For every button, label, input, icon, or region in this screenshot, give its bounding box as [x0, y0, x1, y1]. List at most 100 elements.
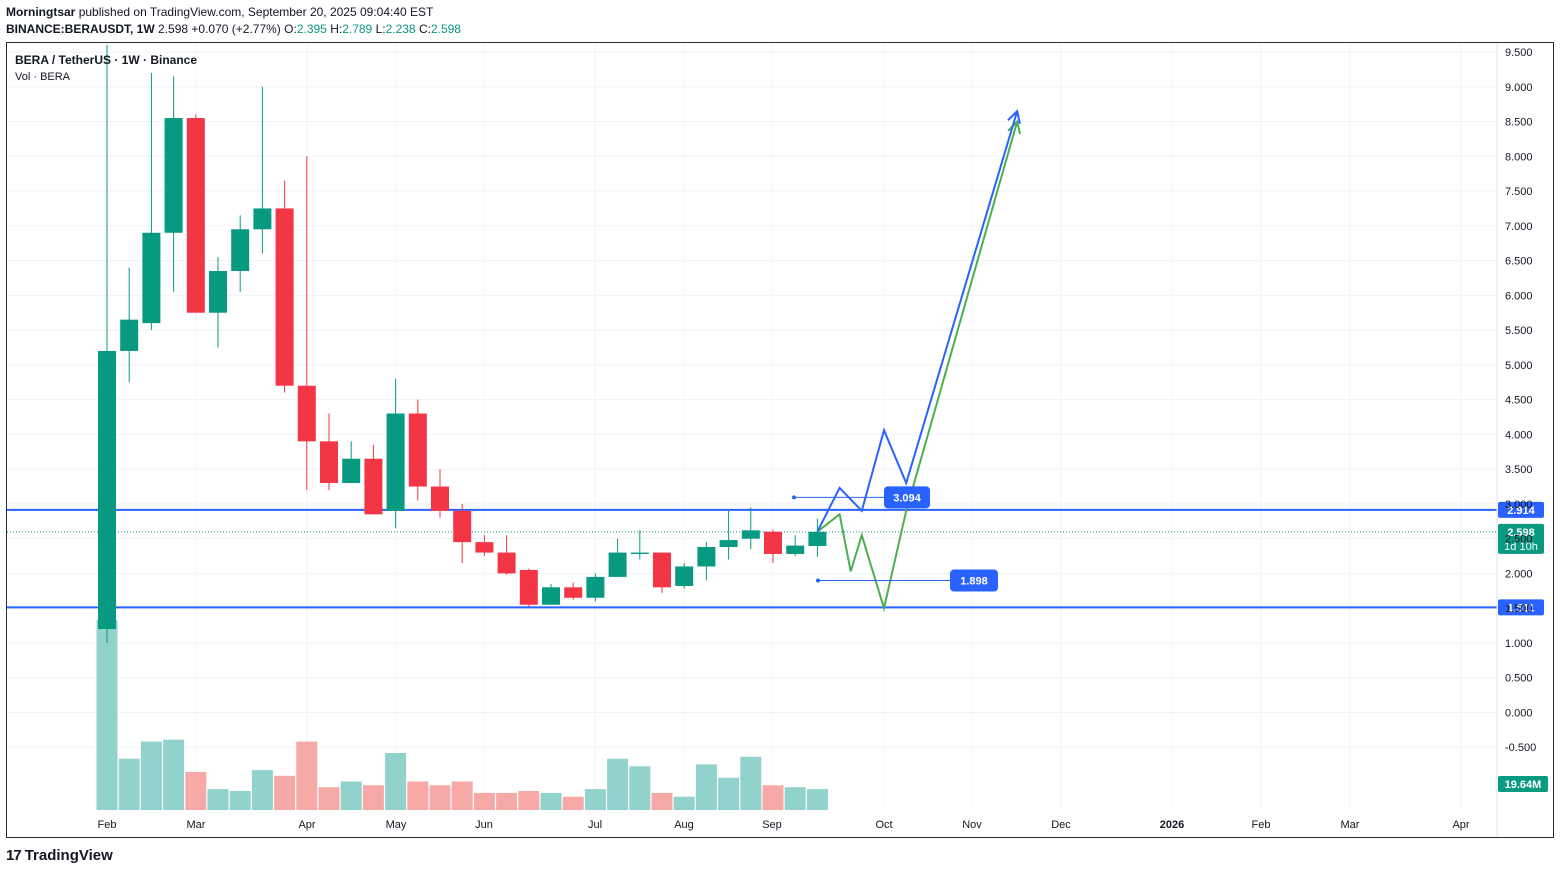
- y-tick-label: 6.000: [1505, 290, 1533, 302]
- y-tick-label: 7.000: [1505, 221, 1533, 233]
- volume-bar: [540, 792, 562, 810]
- volume-bars: [96, 620, 828, 810]
- volume-bar: [762, 785, 784, 810]
- high-value: 2.789: [342, 22, 373, 36]
- price-change: +0.070 (+2.77%): [191, 22, 281, 36]
- volume-tag: [1498, 776, 1548, 792]
- symbol-line: BINANCE:BERAUSDT, 1W: [6, 22, 155, 36]
- low-value: 2.238: [385, 22, 416, 36]
- candle-body: [431, 486, 449, 511]
- tradingview-logo-icon: 17: [6, 847, 22, 864]
- candle-body: [453, 510, 472, 543]
- x-tick-label: Dec: [1051, 819, 1071, 831]
- green-projection-path: [816, 121, 1019, 613]
- annotation-label: 1.898: [960, 576, 988, 588]
- y-tick-label: 7.500: [1505, 186, 1533, 198]
- candle-body: [653, 552, 671, 588]
- volume-bar: [296, 741, 318, 810]
- annotation-box: [884, 486, 930, 509]
- y-tick-label: 9.500: [1505, 47, 1533, 59]
- close-label: C:: [418, 22, 431, 36]
- candle-body: [364, 458, 383, 515]
- x-tick-label: Aug: [674, 819, 694, 831]
- price-axis: 9.500 9.000 8.500 8.000 7.500 7.000 6.500 6.000…: [1496, 43, 1536, 837]
- candle-body: [120, 319, 139, 351]
- annotation-label: 3.094: [893, 492, 921, 504]
- y-tick-label: 1.000: [1505, 638, 1533, 650]
- volume-bar: [451, 781, 473, 810]
- green-projection-path-arrowhead: [1007, 119, 1022, 135]
- volume-bar: [385, 753, 407, 810]
- annotation-box: [950, 569, 998, 592]
- y-tick-label: 0.500: [1505, 673, 1533, 685]
- candle-body: [209, 271, 227, 313]
- candle-body: [764, 531, 782, 554]
- annotation-dot: [816, 578, 820, 583]
- y-tick-label: 2.000: [1505, 568, 1533, 580]
- volume-bar: [429, 785, 451, 810]
- x-tick-label: Jun: [475, 819, 493, 831]
- open-label: O:: [284, 22, 297, 36]
- candle-body: [142, 232, 161, 324]
- high-label: H:: [330, 22, 343, 36]
- volume-bar: [207, 789, 229, 810]
- volume-bar: [340, 781, 362, 810]
- volume-bar: [473, 792, 495, 810]
- close-value: 2.598: [430, 22, 461, 36]
- candle-body: [542, 587, 560, 605]
- candle-body: [186, 118, 205, 313]
- volume-bar: [185, 772, 207, 810]
- level-price-tag: [1498, 599, 1544, 616]
- volume-bar: [740, 756, 762, 810]
- publish-info: Morningtsar published on TradingView.com…: [6, 5, 433, 19]
- annotations: 3.094 1.898: [792, 486, 998, 592]
- candle-body: [719, 540, 738, 548]
- volume-bar: [407, 781, 429, 810]
- y-tick-label: 0.000: [1505, 707, 1533, 719]
- candle-body: [164, 118, 183, 233]
- y-tick-label: 3.000: [1505, 499, 1533, 511]
- candle-body: [630, 552, 649, 554]
- brand-name: TradingView: [24, 847, 113, 864]
- volume-bar: [96, 620, 118, 810]
- candle-body: [253, 208, 272, 230]
- author-name[interactable]: Morningtsar: [6, 5, 76, 19]
- volume-bar: [607, 758, 629, 810]
- candle-body: [342, 458, 361, 484]
- blue-projection-path: [816, 110, 1019, 533]
- candle-body: [320, 441, 338, 484]
- volume-bar: [251, 770, 273, 810]
- y-tick-label: 3.500: [1505, 464, 1533, 476]
- x-tick-label: 2026: [1160, 819, 1184, 831]
- tradingview-brand[interactable]: 17 TradingView: [6, 847, 113, 864]
- candle-body: [408, 413, 427, 487]
- volume-bar: [695, 764, 717, 810]
- volume-bar: [718, 777, 740, 810]
- y-tick-label: 5.500: [1505, 325, 1533, 337]
- candle-body: [475, 542, 494, 553]
- volume-bar: [673, 796, 695, 810]
- volume-bar: [362, 785, 384, 810]
- candle-body: [608, 552, 627, 577]
- y-tick-label: 9.000: [1505, 82, 1533, 94]
- volume-bar: [229, 791, 251, 810]
- time-axis: Feb Mar Apr May Jun Jul Aug Sep Oct Nov Dec 2026 Feb…: [98, 819, 1470, 831]
- candle-body: [386, 413, 405, 511]
- projection-paths: [816, 109, 1022, 613]
- candle-body: [98, 350, 116, 630]
- y-tick-label: 2.500: [1505, 534, 1533, 546]
- volume-bar: [651, 792, 673, 810]
- candle-body: [497, 552, 516, 574]
- volume-legend: Vol · BERA: [15, 71, 71, 83]
- current-price-label: 2.598: [1507, 527, 1535, 539]
- chart-frame: [6, 42, 1554, 838]
- grid: [7, 43, 1497, 810]
- ohlc-line: BINANCE:BERAUSDT, 1W 2.598 +0.070 (+2.77…: [6, 22, 461, 36]
- candle-body: [297, 385, 316, 442]
- volume-bar: [784, 787, 806, 810]
- level-price-tag: [1498, 501, 1544, 518]
- blue-projection-path-arrowhead: [1007, 109, 1021, 125]
- current-price-tag: [1498, 523, 1544, 554]
- x-tick-label: Sep: [762, 819, 782, 831]
